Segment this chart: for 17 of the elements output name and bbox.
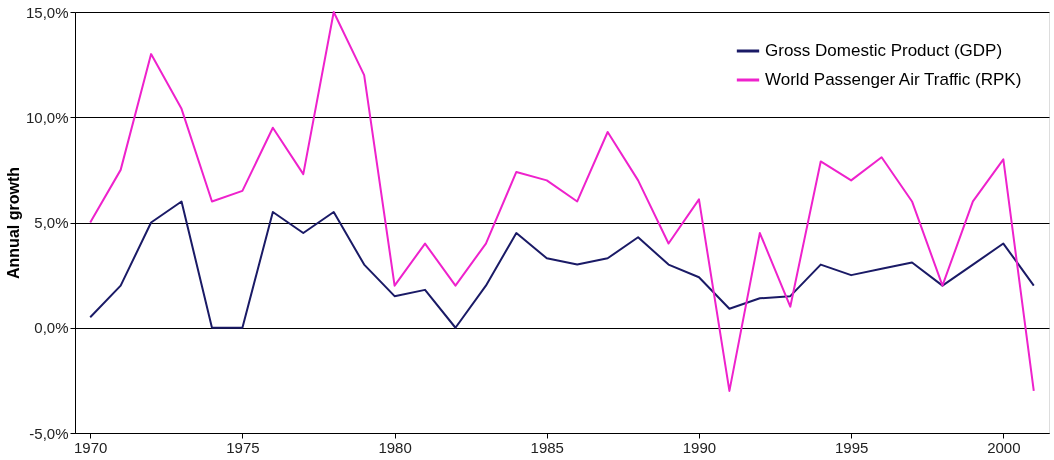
- y-tick-label: 5,0%: [34, 214, 69, 231]
- y-tick-label: 15,0%: [25, 3, 69, 21]
- y-axis-title: Annual growth: [4, 167, 22, 279]
- y-tick-label: 0,0%: [34, 319, 69, 337]
- legend-label: Gross Domestic Product (GDP): [765, 41, 1003, 60]
- x-tick-label: 2000: [987, 438, 1021, 456]
- line-series: [89, 200, 1035, 329]
- line-series: [89, 11, 1035, 392]
- x-tick-label: 1990: [682, 438, 717, 456]
- y-tick-label: -5,0%: [29, 424, 69, 442]
- x-tick-label: 1970: [74, 438, 108, 456]
- legend-label: World Passenger Air Traffic (RPK): [765, 70, 1022, 89]
- y-tick-label: 10,0%: [25, 108, 69, 126]
- x-tick-label: 1980: [378, 438, 412, 456]
- x-tick-label: 1975: [226, 438, 260, 456]
- x-tick-label: 1985: [530, 438, 564, 456]
- x-tick-label: 1995: [834, 438, 869, 456]
